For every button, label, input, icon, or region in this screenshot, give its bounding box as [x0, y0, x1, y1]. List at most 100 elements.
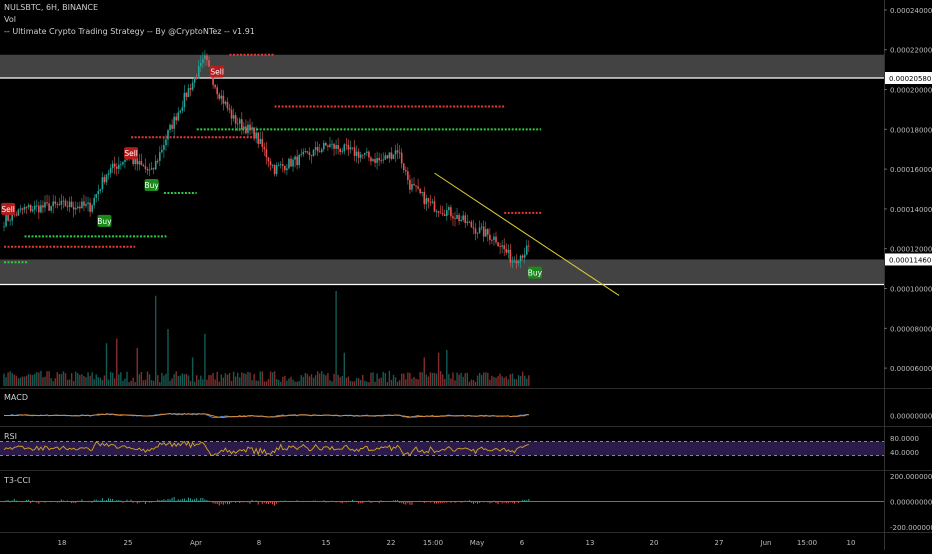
volume-bar [73, 381, 75, 386]
volume-bar [507, 379, 509, 386]
candle-body [298, 154, 300, 166]
volume-bar [374, 381, 376, 386]
candle-body [472, 227, 475, 229]
volume-bar [130, 380, 132, 386]
candle-body [501, 245, 503, 247]
candle-body [52, 201, 54, 207]
candle-body [255, 132, 257, 139]
volume-bar [198, 379, 200, 386]
candle-body [368, 151, 370, 158]
signal-label: Buy [144, 181, 159, 190]
volume-bar [241, 372, 243, 386]
candle-body [189, 88, 192, 90]
volume-bar [99, 377, 102, 386]
volume-bar [446, 349, 448, 386]
volume-bar [34, 373, 36, 386]
candle-body [68, 201, 71, 207]
candle-body [364, 152, 366, 155]
candle-body [269, 161, 272, 166]
candle-body [308, 152, 311, 156]
candle-body [335, 145, 337, 149]
macd-tick-label: 0.00000000 [890, 413, 932, 421]
rsi-tick-label: 40.0000 [890, 449, 919, 457]
volume-bar [36, 372, 38, 386]
volume-bar [109, 371, 112, 386]
volume-bar [138, 374, 140, 386]
volume-bar [480, 375, 483, 386]
volume-bar [159, 382, 161, 386]
price-tick-label: 0.00012000 [890, 246, 932, 254]
volume-bar [360, 379, 362, 386]
volume-bar [249, 372, 251, 386]
volume-bar [77, 373, 79, 386]
volume-bar [54, 378, 56, 386]
candle-body [312, 149, 315, 156]
volume-bar [267, 379, 270, 386]
candle-body [337, 145, 339, 149]
candle-body [40, 205, 42, 213]
volume-bar [189, 381, 192, 386]
volume-legend[interactable]: Vol [4, 15, 16, 24]
candle-body [349, 147, 352, 150]
volume-bar [234, 376, 237, 386]
volume-bar [177, 375, 179, 386]
volume-bar [29, 374, 32, 386]
candle-body [202, 59, 204, 63]
time-axis-label: 6 [520, 539, 525, 547]
time-axis-label: 20 [650, 539, 659, 547]
candle-body [95, 194, 98, 198]
candle-body [386, 155, 389, 159]
volume-bar [312, 377, 315, 386]
volume-bar [224, 373, 227, 386]
strategy-legend[interactable]: -- Ultimate Crypto Trading Strategy -- B… [4, 27, 255, 36]
candle-body [316, 147, 319, 152]
symbol-legend[interactable]: NULSBTC, 6H, BINANCE [4, 3, 99, 12]
volume-bar [206, 379, 208, 386]
volume-bar [353, 381, 356, 386]
candle-body [345, 144, 348, 146]
volume-bar [228, 373, 231, 386]
candle-body [491, 239, 493, 241]
volume-bar [528, 375, 530, 386]
candle-body [419, 188, 421, 194]
candle-body [46, 202, 48, 204]
candle-body [398, 152, 401, 154]
candle-body [454, 218, 456, 220]
volume-bar [134, 381, 136, 386]
volume-bar [286, 380, 288, 386]
candle-body [230, 109, 233, 119]
volume-bar [450, 378, 452, 386]
volume-bar [111, 372, 114, 386]
volume-bar [288, 378, 290, 386]
price-badge-label: 0.00011460 [889, 256, 931, 264]
volume-bar [239, 377, 241, 386]
time-axis-label: Apr [190, 539, 202, 547]
candle-body [113, 163, 116, 167]
volume-bar [169, 380, 171, 386]
volume-bar [75, 371, 77, 386]
volume-bar [364, 380, 366, 386]
volume-bar [13, 374, 15, 386]
candle-body [353, 147, 356, 156]
price-tick-label: 0.00014000 [890, 206, 932, 214]
candle-body [435, 211, 438, 213]
time-axis-label: 10 [847, 539, 856, 547]
volume-bar [25, 375, 28, 386]
rsi-line [3, 440, 529, 457]
volume-bar [294, 381, 296, 386]
candle-body [277, 165, 280, 167]
candle-body [411, 184, 413, 190]
candle-body [181, 107, 184, 111]
volume-bar [15, 375, 17, 386]
volume-bar [460, 372, 462, 386]
volume-bar [382, 371, 384, 386]
candle-body [478, 227, 481, 233]
volume-bar [396, 381, 399, 386]
volume-bar [255, 380, 257, 386]
volume-bar [427, 376, 430, 386]
volume-bar [341, 375, 343, 386]
volume-bar [519, 375, 522, 386]
candle-body [29, 205, 32, 212]
